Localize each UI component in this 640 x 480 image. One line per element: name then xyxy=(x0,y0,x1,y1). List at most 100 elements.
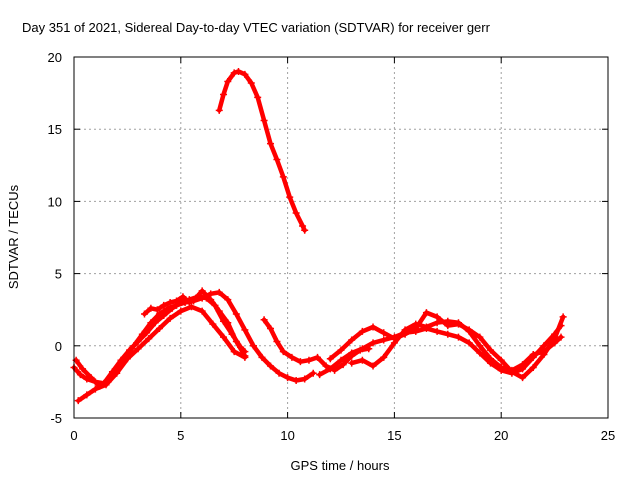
data-point xyxy=(299,222,307,230)
grid-lines xyxy=(74,57,608,418)
data-point xyxy=(529,350,537,358)
data-point xyxy=(173,297,181,305)
data-point xyxy=(187,303,195,311)
data-point xyxy=(348,336,356,344)
x-tick-label: 20 xyxy=(494,428,508,443)
data-point xyxy=(198,294,206,302)
data-point xyxy=(267,324,275,332)
data-point xyxy=(497,363,505,371)
data-point xyxy=(326,355,334,363)
data-point xyxy=(314,353,322,361)
data-point xyxy=(247,79,255,87)
data-point xyxy=(230,348,238,356)
y-tick-label: 10 xyxy=(48,194,62,209)
data-point xyxy=(557,333,565,341)
y-tick-label: 0 xyxy=(55,339,62,354)
x-tick-label: 5 xyxy=(177,428,184,443)
data-point xyxy=(296,358,304,366)
data-point xyxy=(551,339,559,347)
data-point xyxy=(140,310,148,318)
data-point xyxy=(209,320,217,328)
data-point xyxy=(380,329,388,337)
data-point xyxy=(76,371,84,379)
x-tick-label: 10 xyxy=(280,428,294,443)
data-point xyxy=(337,346,345,354)
data-point xyxy=(230,69,238,77)
data-point xyxy=(102,381,110,389)
data-point xyxy=(390,339,398,347)
series-satellite-arc-c xyxy=(74,303,249,405)
data-series xyxy=(70,67,567,405)
data-point xyxy=(301,226,309,234)
data-point xyxy=(465,339,473,347)
data-point xyxy=(166,298,174,306)
data-point xyxy=(145,335,153,343)
data-point xyxy=(254,93,262,101)
data-point xyxy=(215,307,223,315)
data-point xyxy=(412,320,420,328)
data-point xyxy=(337,356,345,364)
data-point xyxy=(267,140,275,148)
data-point xyxy=(74,397,82,405)
data-point xyxy=(454,333,462,341)
x-tick-label: 25 xyxy=(601,428,615,443)
data-point xyxy=(160,301,168,309)
data-point xyxy=(476,342,484,350)
data-point xyxy=(179,293,187,301)
data-point xyxy=(224,78,232,86)
series-satellite-arc-high xyxy=(215,67,309,234)
data-point xyxy=(292,376,300,384)
data-point xyxy=(123,355,131,363)
series-satellite-arc-h xyxy=(348,317,565,374)
data-point xyxy=(508,366,516,374)
data-point xyxy=(433,327,441,335)
data-point xyxy=(130,342,138,350)
data-point xyxy=(286,193,294,201)
data-point xyxy=(369,323,377,331)
data-point xyxy=(454,319,462,327)
data-point xyxy=(260,117,268,125)
data-point xyxy=(380,336,388,344)
data-point xyxy=(215,106,223,114)
data-point xyxy=(147,319,155,327)
y-tick-label: -5 xyxy=(50,411,62,426)
data-point xyxy=(326,365,334,373)
x-axis-label: GPS time / hours xyxy=(291,458,390,473)
y-tick-label: 20 xyxy=(48,50,62,65)
chart-title: Day 351 of 2021, Sidereal Day-to-day VTE… xyxy=(22,20,491,35)
data-point xyxy=(380,353,388,361)
data-point xyxy=(358,356,366,364)
series-satellite-arc-d xyxy=(140,287,249,360)
data-point xyxy=(232,310,240,318)
data-point xyxy=(147,304,155,312)
data-point xyxy=(87,374,95,382)
data-point xyxy=(249,342,257,350)
data-point xyxy=(83,375,91,383)
data-point xyxy=(497,356,505,364)
data-point xyxy=(309,369,317,377)
data-point xyxy=(220,333,228,341)
data-point xyxy=(83,391,91,399)
data-point xyxy=(232,337,240,345)
data-point xyxy=(275,369,283,377)
data-point xyxy=(444,330,452,338)
series-satellite-arc-e xyxy=(260,316,373,374)
data-point xyxy=(288,353,296,361)
data-point xyxy=(444,317,452,325)
data-point xyxy=(258,353,266,361)
series-trace xyxy=(261,317,372,373)
data-point xyxy=(529,363,537,371)
data-point xyxy=(155,324,163,332)
data-point xyxy=(234,67,242,75)
data-point xyxy=(177,307,185,315)
data-point xyxy=(279,173,287,181)
data-point xyxy=(476,349,484,357)
y-axis-label: SDTVAR / TECUs xyxy=(6,184,21,289)
data-point xyxy=(339,361,347,369)
data-point xyxy=(487,346,495,354)
data-point xyxy=(91,385,99,393)
data-point xyxy=(220,91,228,99)
data-point xyxy=(348,359,356,367)
x-tick-label: 15 xyxy=(387,428,401,443)
